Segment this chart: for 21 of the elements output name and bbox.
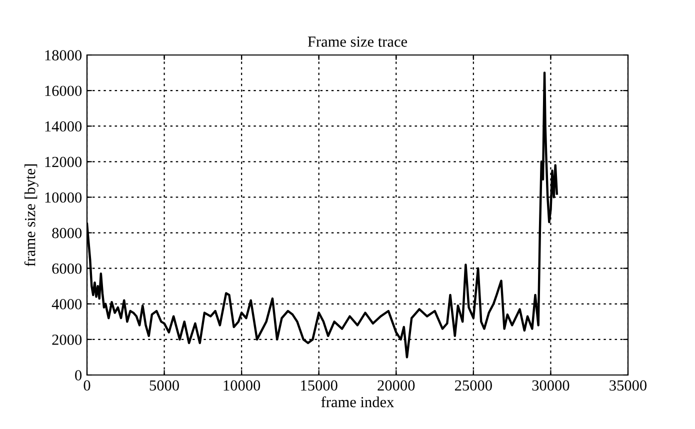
x-tick-label: 5000: [150, 380, 179, 391]
x-tick-label: 35000: [610, 380, 647, 391]
y-tick-label: 2000: [52, 334, 82, 345]
x-tick-label: 0: [84, 380, 90, 391]
y-tick-label: 4000: [52, 299, 82, 310]
y-axis-title: frame size [byte]: [24, 164, 38, 266]
y-tick-label: 6000: [52, 263, 82, 274]
y-tick-label: 12000: [45, 156, 82, 168]
x-tick-label: 20000: [378, 380, 415, 391]
y-tick-label: 8000: [52, 228, 82, 238]
y-tick-label: 10000: [45, 192, 82, 203]
y-tick-label: 14000: [45, 121, 82, 132]
chart-title: Frame size trace: [308, 36, 408, 47]
y-tick-label: 18000: [45, 50, 82, 60]
x-axis-title: frame index: [321, 396, 394, 408]
y-tick-label: 0: [75, 370, 82, 380]
x-tick-label: 10000: [224, 380, 260, 391]
y-tick-label: 16000: [45, 86, 82, 96]
x-tick-label: 15000: [301, 380, 338, 391]
x-tick-label: 25000: [455, 380, 492, 391]
x-tick-label: 30000: [532, 380, 570, 391]
